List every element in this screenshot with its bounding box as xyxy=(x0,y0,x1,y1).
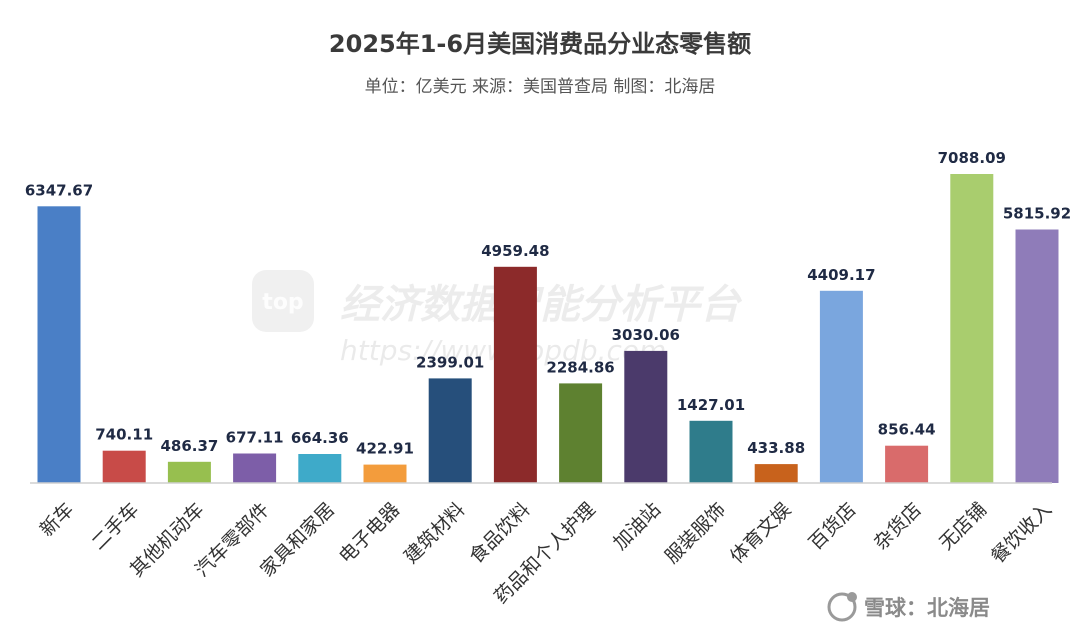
bar-15 xyxy=(1015,229,1059,483)
watermark-logo xyxy=(252,270,314,332)
bar-13 xyxy=(885,445,929,483)
value-label-5: 422.91 xyxy=(356,440,414,458)
tick-label-15: 餐饮收入 xyxy=(987,499,1056,568)
bar-7 xyxy=(493,266,537,483)
tick-label-9: 加油站 xyxy=(609,499,665,555)
value-label-11: 433.88 xyxy=(747,439,805,457)
value-label-10: 1427.01 xyxy=(677,396,745,414)
bar-8 xyxy=(559,383,603,483)
value-label-1: 740.11 xyxy=(95,426,153,444)
footer-brand: 雪球：北海居 xyxy=(864,596,990,620)
bar-2 xyxy=(167,461,211,483)
value-label-3: 677.11 xyxy=(226,429,284,447)
value-label-0: 6347.67 xyxy=(25,181,93,199)
bar-9 xyxy=(624,350,668,483)
tick-labels: 新车 二手车其他机动车汽车零部件家具和家居电子电器建筑材料食品饮料药品和个人护理加… xyxy=(36,499,1056,609)
bar-12 xyxy=(819,290,863,483)
tick-label-11: 体育文娱 xyxy=(726,499,795,568)
chart-title: 2025年1-6月美国消费品分业态零售额 xyxy=(329,30,751,58)
snowball-logo-icon xyxy=(827,592,857,622)
bar-3 xyxy=(233,453,277,483)
value-label-12: 4409.17 xyxy=(807,266,875,284)
value-label-2: 486.37 xyxy=(160,437,218,455)
bar-14 xyxy=(950,174,994,483)
bar-5 xyxy=(363,464,407,483)
tick-label-13: 杂货店 xyxy=(870,499,926,555)
watermark-text: 经济数据智能分析平台 xyxy=(340,282,743,328)
value-label-6: 2399.01 xyxy=(416,353,484,371)
value-labels: 6347.67 740.11 486.37 677.11 664.36 422.91 239… xyxy=(25,149,1071,458)
bar-1 xyxy=(102,450,146,483)
watermark-logo-text: top xyxy=(262,290,303,315)
tick-label-14: 无店铺 xyxy=(935,499,991,555)
value-label-8: 2284.86 xyxy=(546,358,614,376)
bar-11 xyxy=(754,464,798,483)
bars xyxy=(37,174,1059,484)
value-label-14: 7088.09 xyxy=(938,149,1006,167)
value-label-9: 3030.06 xyxy=(612,326,680,344)
tick-label-5: 电子电器 xyxy=(335,499,404,568)
bar-6 xyxy=(428,378,472,483)
tick-label-10: 服装服饰 xyxy=(661,499,730,568)
bar-4 xyxy=(298,454,342,483)
tick-label-0: 新车 xyxy=(36,499,78,541)
bar-10 xyxy=(689,420,733,483)
value-label-4: 664.36 xyxy=(291,429,349,447)
chart-subtitle: 单位：亿美元 来源：美国普查局 制图：北海居 xyxy=(365,77,716,97)
tick-label-6: 建筑材料 xyxy=(400,499,469,568)
bar-0 xyxy=(37,206,81,484)
value-label-13: 856.44 xyxy=(878,421,936,439)
footer: 雪球：北海居 xyxy=(827,592,990,622)
value-label-15: 5815.92 xyxy=(1003,205,1071,223)
value-label-7: 4959.48 xyxy=(481,242,549,260)
tick-label-1: 二手车 xyxy=(87,499,143,555)
tick-label-12: 百货店 xyxy=(805,499,861,555)
